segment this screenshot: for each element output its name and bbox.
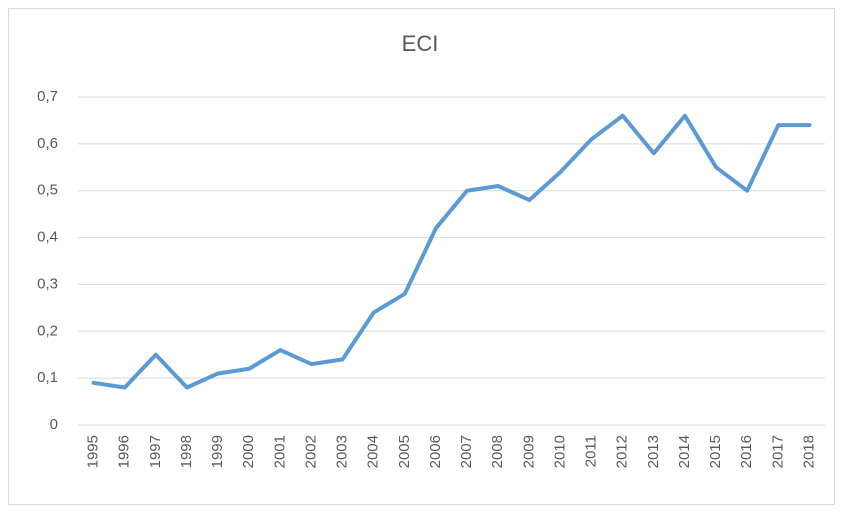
- y-tick-label: 0,4: [37, 229, 58, 246]
- y-tick-label: 0: [50, 416, 58, 433]
- x-tick-label: 2006: [427, 435, 444, 468]
- x-tick-label: 2000: [240, 435, 257, 468]
- x-tick-label: 2018: [800, 435, 817, 468]
- x-tick-label: 2012: [614, 435, 631, 468]
- x-tick-label: 2015: [707, 435, 724, 468]
- y-tick-label: 0,5: [37, 182, 58, 199]
- x-tick-label: 1998: [178, 435, 195, 468]
- x-tick-label: 2009: [520, 435, 537, 468]
- x-tick-label: 2017: [769, 435, 786, 468]
- x-tick-label: 1999: [209, 435, 226, 468]
- x-tick-label: 1995: [85, 435, 102, 468]
- y-tick-label: 0,6: [37, 135, 58, 152]
- x-tick-label: 2010: [551, 435, 568, 468]
- data-line: [91, 113, 812, 390]
- x-tick-label: 2016: [738, 435, 755, 468]
- y-tick-label: 0,2: [37, 322, 58, 339]
- x-tick-label: 2014: [676, 435, 693, 468]
- x-tick-label: 2013: [645, 435, 662, 468]
- x-tick-label: 2008: [489, 435, 506, 468]
- y-tick-label: 0,1: [37, 369, 58, 386]
- x-tick-label: 1997: [147, 435, 164, 468]
- x-tick-label: 2007: [458, 435, 475, 468]
- x-tick-label: 2011: [583, 435, 600, 467]
- chart-title: ECI: [402, 31, 439, 56]
- y-tick-label: 0,3: [37, 275, 58, 292]
- x-tick-label: 2002: [302, 435, 319, 468]
- x-tick-label: 2001: [271, 435, 288, 468]
- x-tick-label: 2005: [396, 435, 413, 468]
- x-tick-label: 1996: [116, 435, 133, 468]
- y-tick-label: 0,7: [37, 88, 58, 105]
- x-tick-label: 2003: [334, 435, 351, 468]
- x-tick-label: 2004: [365, 435, 382, 468]
